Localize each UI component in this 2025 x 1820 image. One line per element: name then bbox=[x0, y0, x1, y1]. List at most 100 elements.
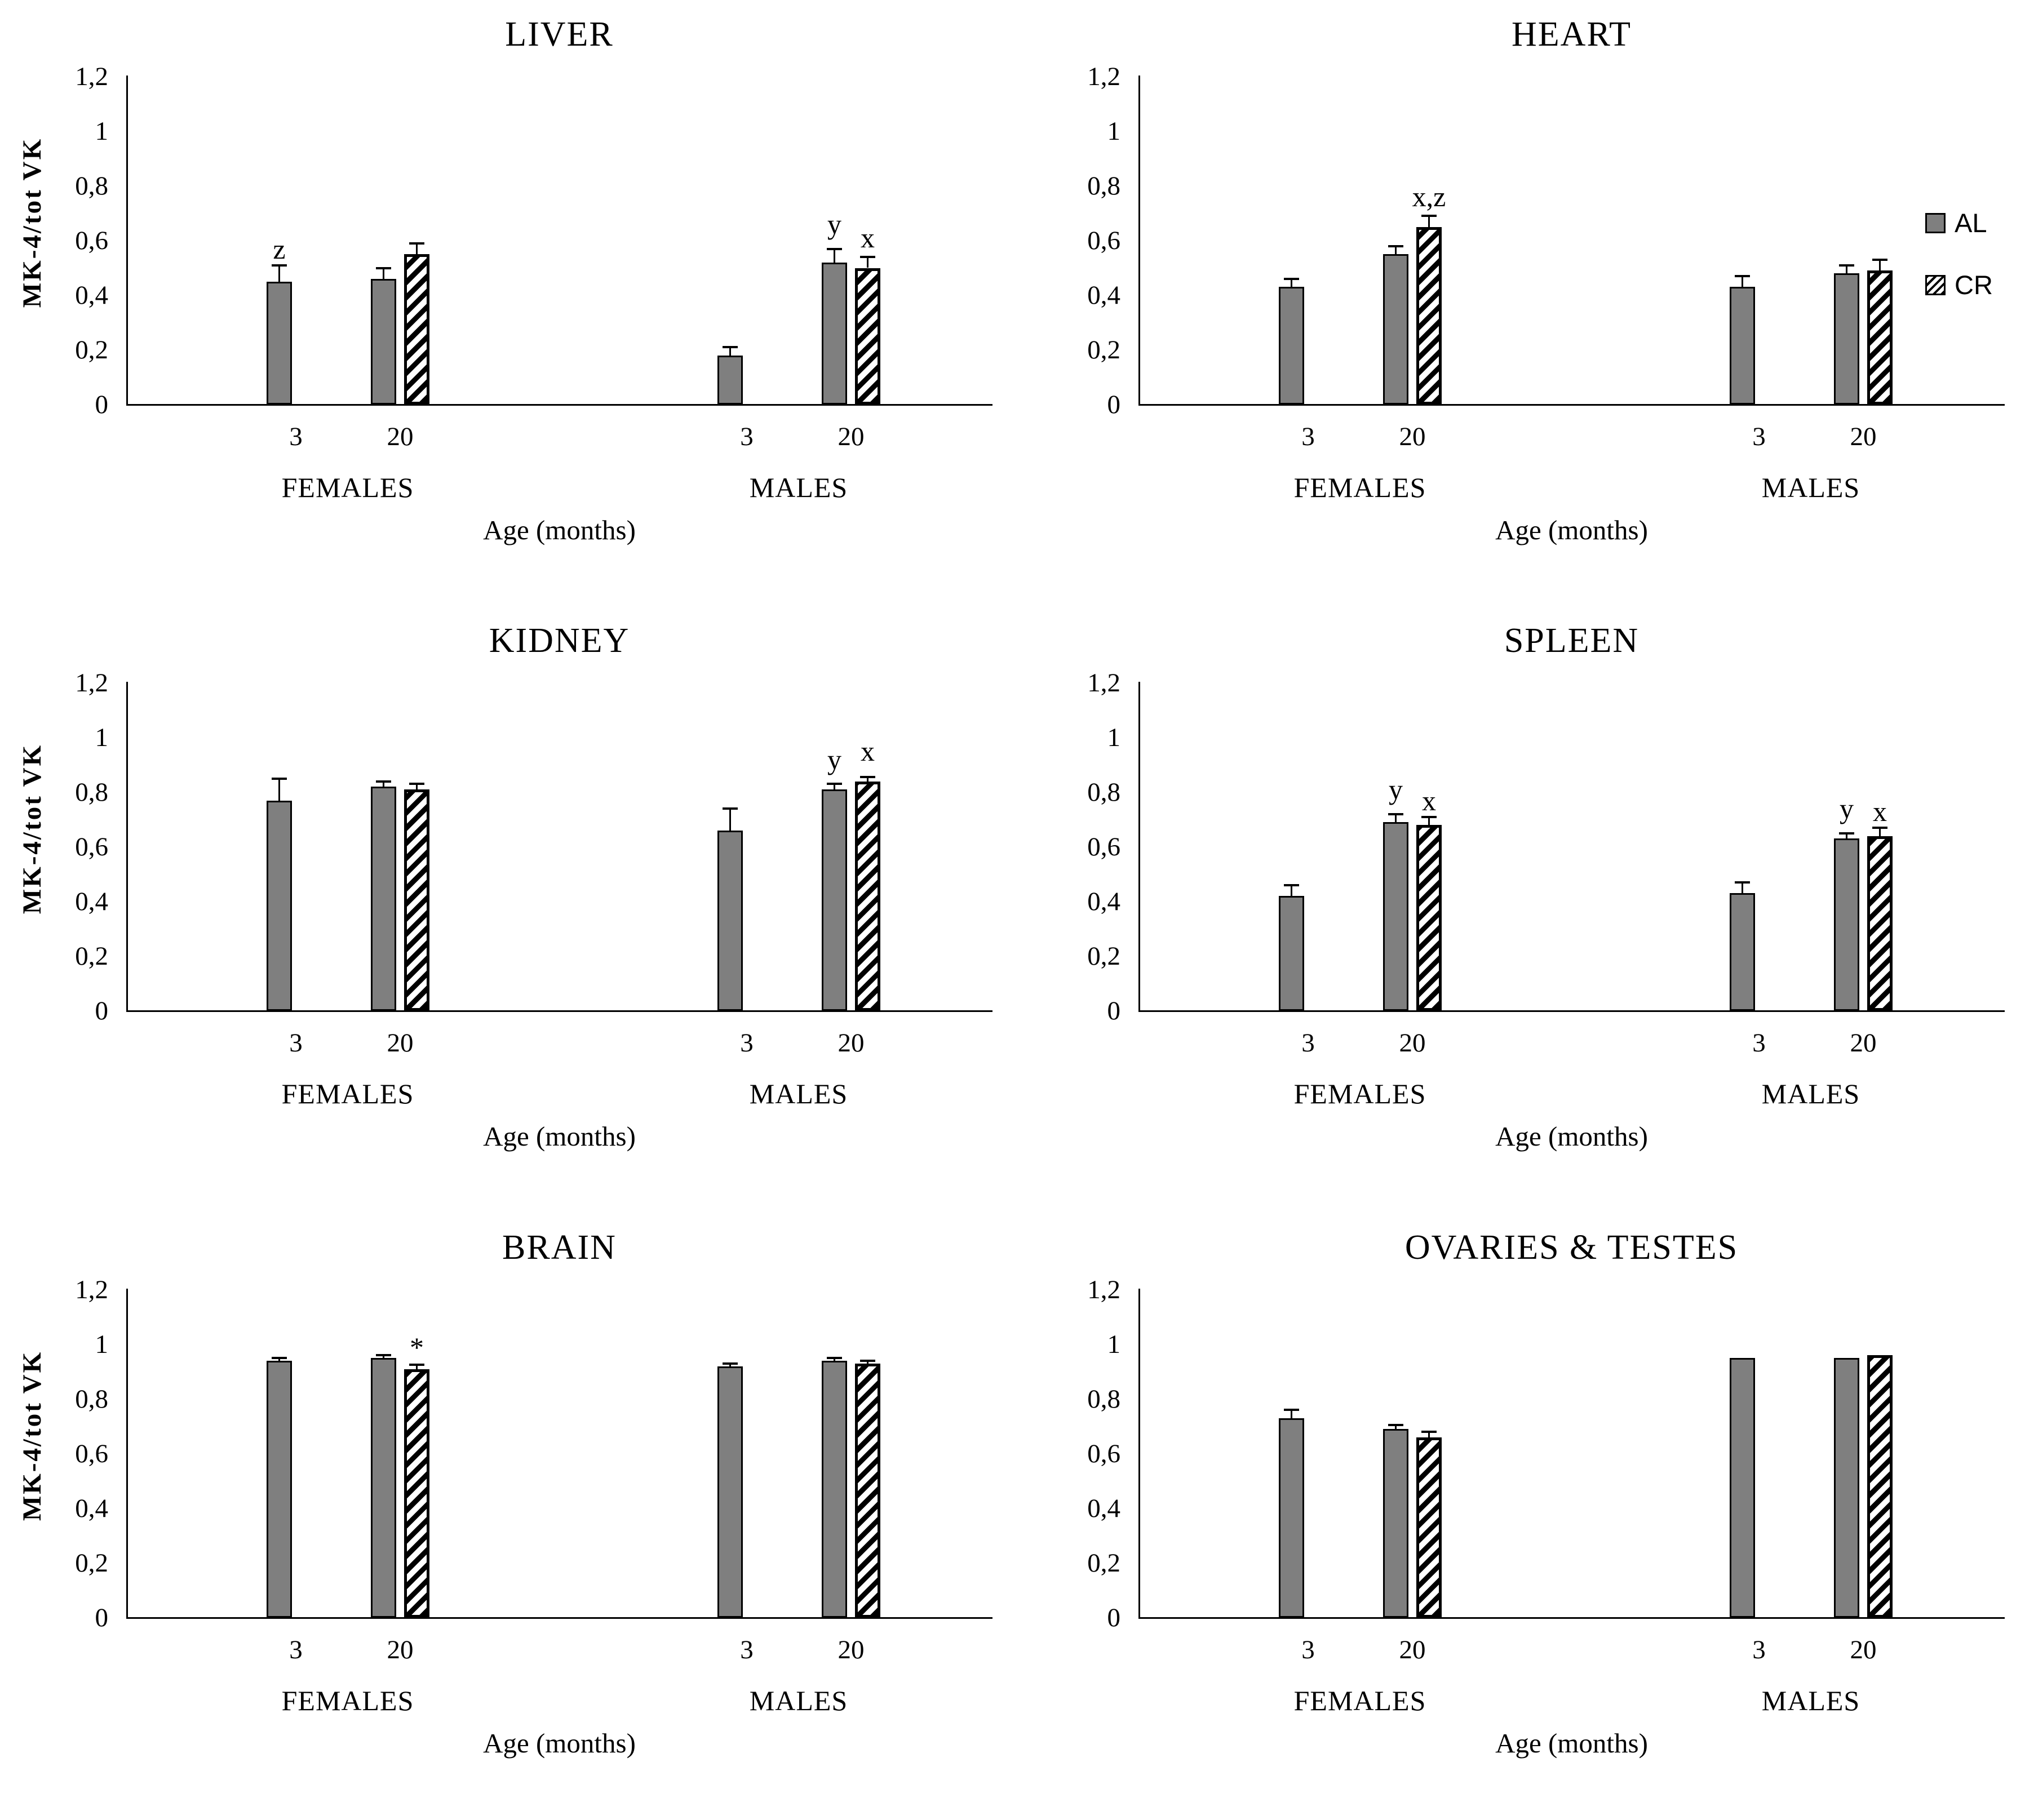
chart-title: KIDNEY bbox=[489, 622, 630, 660]
legend-al-swatch-icon bbox=[1925, 212, 1946, 233]
y-tick-label: 0 bbox=[1107, 1603, 1121, 1632]
x-tick-label: 3 bbox=[289, 422, 303, 451]
error-bar-cap bbox=[272, 1357, 287, 1360]
x-axis-title: Age (months) bbox=[1495, 1121, 1648, 1152]
significance-note: x,z bbox=[1412, 181, 1446, 213]
error-bar bbox=[416, 1365, 418, 1369]
significance-note: y bbox=[827, 743, 841, 775]
significance-note: x bbox=[1873, 795, 1887, 827]
y-tick-label: 0,2 bbox=[1087, 942, 1120, 971]
error-bar-cap bbox=[827, 247, 842, 250]
y-tick-label: 0 bbox=[95, 390, 109, 419]
x-tick-label: 20 bbox=[838, 422, 865, 451]
error-bar bbox=[1428, 816, 1430, 825]
bar-cr bbox=[1867, 1355, 1893, 1618]
error-bar bbox=[1846, 265, 1847, 274]
error-bar bbox=[278, 265, 280, 282]
bar-cr bbox=[855, 1363, 880, 1618]
x-tick-label: 3 bbox=[740, 1028, 754, 1058]
error-bar-cap bbox=[1421, 815, 1437, 818]
chart-spleen: SPLEEN Age (months) 0 0,2 0,4 0,6 0,8 1 1,2 3 20… bbox=[1012, 606, 2025, 1213]
chart-brain: BRAIN MK-4/tot VK Age (months) 0 0,2 0,4 0,… bbox=[0, 1213, 1012, 1820]
error-bar-cap bbox=[376, 267, 391, 269]
y-tick-label: 0,4 bbox=[75, 1494, 108, 1523]
x-tick-label: 3 bbox=[1301, 422, 1315, 451]
x-tick-label: 20 bbox=[1399, 1635, 1426, 1664]
bar-al bbox=[1730, 1358, 1755, 1618]
error-bar-cap bbox=[1872, 827, 1887, 829]
y-axis-line bbox=[126, 1289, 128, 1619]
error-bar-cap bbox=[409, 1364, 424, 1366]
y-tick-label: 0,4 bbox=[75, 281, 108, 310]
chart-title: HEART bbox=[1512, 15, 1632, 54]
x-tick-label: 20 bbox=[1399, 422, 1426, 451]
group-label: MALES bbox=[1761, 1078, 1860, 1109]
chart-title: LIVER bbox=[505, 15, 614, 54]
y-tick-label: 0,2 bbox=[1087, 335, 1120, 365]
bar-al bbox=[717, 355, 743, 405]
x-tick-label: 3 bbox=[289, 1635, 303, 1664]
y-tick-label: 0 bbox=[1107, 390, 1121, 419]
error-bar bbox=[1291, 278, 1292, 287]
chart-title: BRAIN bbox=[502, 1228, 617, 1267]
y-tick-label: 1,2 bbox=[75, 668, 108, 698]
y-tick-label: 1 bbox=[95, 723, 109, 752]
x-tick-label: 3 bbox=[289, 1028, 303, 1058]
y-tick-label: 0,6 bbox=[75, 226, 108, 255]
error-bar-cap bbox=[860, 776, 875, 779]
x-tick-label: 20 bbox=[387, 1635, 414, 1664]
bar-al bbox=[1383, 822, 1408, 1011]
y-tick-label: 0,8 bbox=[1087, 1384, 1120, 1414]
x-tick-label: 3 bbox=[1301, 1635, 1315, 1664]
y-tick-label: 0,4 bbox=[1087, 1494, 1120, 1523]
x-axis-title: Age (months) bbox=[483, 1728, 636, 1759]
x-axis-line bbox=[126, 404, 992, 406]
error-bar-cap bbox=[409, 783, 424, 785]
x-tick-label: 20 bbox=[387, 1028, 414, 1058]
x-tick-label: 3 bbox=[740, 422, 754, 451]
error-bar bbox=[867, 777, 869, 782]
x-tick-label: 20 bbox=[1399, 1028, 1426, 1058]
error-bar-cap bbox=[860, 256, 875, 259]
legend-cr-swatch-icon bbox=[1925, 274, 1946, 295]
bar-cr bbox=[1416, 1437, 1442, 1618]
bar-al bbox=[717, 830, 743, 1011]
y-tick-label: 0,6 bbox=[1087, 832, 1120, 862]
x-axis-line bbox=[126, 1010, 992, 1012]
bar-cr bbox=[855, 781, 880, 1011]
bar-al bbox=[1279, 896, 1304, 1011]
significance-note: x bbox=[1422, 784, 1436, 816]
error-bar bbox=[1879, 828, 1881, 836]
error-bar-cap bbox=[1839, 264, 1854, 267]
bar-cr bbox=[855, 268, 880, 405]
group-label: FEMALES bbox=[1293, 1078, 1426, 1109]
error-bar bbox=[1742, 276, 1743, 287]
bar-al bbox=[1730, 893, 1755, 1011]
y-tick-label: 0 bbox=[95, 1603, 109, 1632]
significance-note: y bbox=[827, 208, 841, 240]
error-bar-cap bbox=[860, 1360, 875, 1362]
x-axis-line bbox=[1138, 1010, 2005, 1012]
x-tick-label: 20 bbox=[1850, 422, 1877, 451]
x-axis-title: Age (months) bbox=[483, 514, 636, 545]
error-bar bbox=[834, 248, 835, 263]
y-tick-label: 1,2 bbox=[1087, 668, 1120, 698]
error-bar bbox=[1395, 814, 1397, 823]
bar-al bbox=[1834, 1358, 1859, 1618]
error-bar bbox=[416, 784, 418, 790]
y-axis-line bbox=[1138, 76, 1140, 406]
error-bar-cap bbox=[1388, 245, 1403, 247]
y-axis-line bbox=[126, 682, 128, 1012]
bar-al bbox=[822, 1361, 847, 1618]
y-tick-label: 0,2 bbox=[75, 1548, 108, 1578]
y-tick-label: 0,8 bbox=[75, 171, 108, 201]
error-bar bbox=[1428, 1432, 1430, 1437]
error-bar bbox=[1291, 1410, 1292, 1418]
bar-cr bbox=[404, 254, 429, 405]
y-tick-label: 0,8 bbox=[1087, 171, 1120, 201]
x-tick-label: 20 bbox=[1850, 1635, 1877, 1664]
bar-cr bbox=[404, 1369, 429, 1618]
error-bar-cap bbox=[723, 807, 738, 810]
error-bar bbox=[1395, 246, 1397, 255]
error-bar bbox=[867, 1361, 869, 1364]
